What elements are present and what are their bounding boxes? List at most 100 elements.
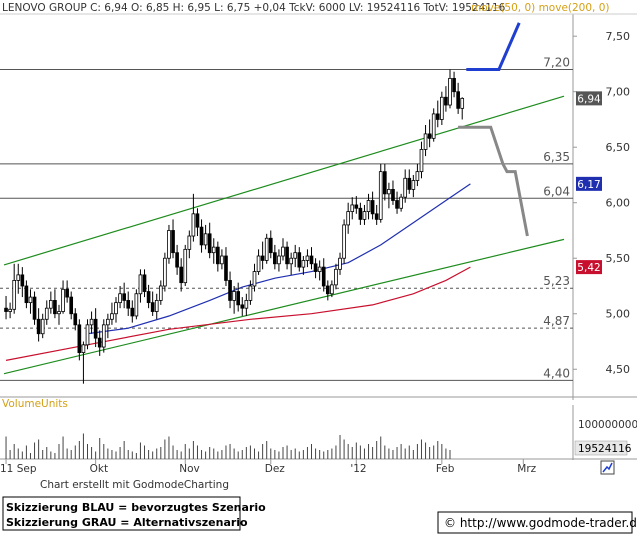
candle-body (77, 324, 82, 353)
candle-body (187, 235, 192, 250)
candle-body (175, 252, 179, 268)
copyright-box (437, 511, 633, 534)
candle-body (264, 237, 269, 261)
candle-body (49, 300, 53, 309)
candle-body (256, 255, 261, 272)
candle-body (32, 296, 37, 320)
chart-credit: Chart erstellt mit GodmodeCharting (40, 479, 229, 491)
candle-body (395, 200, 399, 209)
value-badge-bg (576, 260, 602, 275)
candle-body (366, 200, 371, 213)
copyright-link[interactable]: © http://www.godmode-trader.de (444, 516, 637, 530)
candle-body (338, 257, 342, 270)
candle (330, 280, 334, 298)
candle (346, 202, 350, 234)
candle (334, 263, 338, 290)
candle-body (362, 211, 367, 220)
candle-body (452, 77, 456, 93)
candle-body (301, 260, 306, 268)
candle (240, 297, 245, 316)
candle-body (403, 177, 408, 198)
candle (354, 196, 359, 214)
candle-body (289, 257, 293, 265)
candle-body (12, 280, 17, 310)
level-label: 6,35 (543, 150, 570, 164)
candle (391, 180, 395, 205)
candle-body (228, 280, 232, 301)
candle-body (297, 252, 302, 268)
candle (110, 302, 114, 325)
candle (427, 119, 432, 148)
candle-body (382, 171, 387, 195)
y-tick-label: 6,50 (606, 141, 631, 154)
level-label: 4,87 (543, 314, 570, 328)
candle-body (378, 171, 383, 220)
candle-body (411, 180, 416, 190)
y-tick-label: 7,50 (606, 30, 631, 43)
candle (277, 249, 281, 272)
y-tick-label: 5,00 (606, 308, 631, 321)
legend-gray-scenario: Skizzierung GRAU = Alternativszenario (6, 516, 248, 529)
channel-upper-line (3, 95, 565, 266)
candle-body (122, 293, 126, 301)
candle-body (240, 304, 245, 309)
candle-body (110, 313, 114, 320)
candle (199, 219, 204, 253)
candle-body (220, 255, 224, 265)
candle-body (224, 255, 228, 281)
candle (146, 284, 151, 309)
candle (378, 163, 383, 223)
candle (460, 97, 465, 120)
candle (440, 91, 444, 126)
candle-body (207, 233, 212, 254)
candle-body (44, 307, 49, 320)
candle-body (354, 204, 359, 209)
candle (20, 267, 25, 298)
candle (122, 282, 126, 309)
candle (431, 108, 436, 142)
candle (325, 280, 330, 301)
candle (236, 282, 241, 312)
candle-body (40, 318, 45, 335)
candle-body (179, 266, 184, 284)
candle-body (57, 311, 61, 315)
candle (118, 285, 122, 309)
candle-body (244, 300, 249, 309)
candle (248, 280, 253, 305)
candle (338, 252, 342, 275)
blue-scenario-arrow (466, 22, 521, 71)
candle-body (281, 246, 285, 257)
candle-body (252, 271, 257, 287)
candle (16, 263, 21, 294)
candle (8, 302, 12, 319)
volume-bars (5, 433, 451, 459)
candle-body (61, 288, 65, 312)
candle-body (138, 274, 143, 295)
candle (134, 289, 139, 320)
candle-body (114, 302, 118, 315)
candle-body (73, 313, 78, 326)
candle (273, 244, 277, 270)
candle-body (325, 285, 330, 295)
candle-body (158, 285, 163, 301)
candle (203, 224, 208, 250)
value-badge-label: 6,17 (577, 179, 600, 191)
x-tick-label: Feb (436, 463, 455, 475)
candle (175, 244, 179, 275)
candle-body (248, 285, 253, 301)
candle (415, 163, 420, 187)
candle (150, 291, 155, 316)
candle-body (8, 308, 12, 312)
candle (154, 293, 159, 320)
candle-body (28, 296, 33, 304)
candle-body (93, 318, 98, 339)
candle-body (448, 77, 452, 106)
candle-body (407, 177, 412, 190)
candle-body (330, 284, 334, 295)
candle (358, 202, 363, 225)
candle-body (191, 213, 196, 237)
candle (423, 125, 428, 157)
candle (77, 319, 82, 361)
candle-body (134, 293, 139, 317)
